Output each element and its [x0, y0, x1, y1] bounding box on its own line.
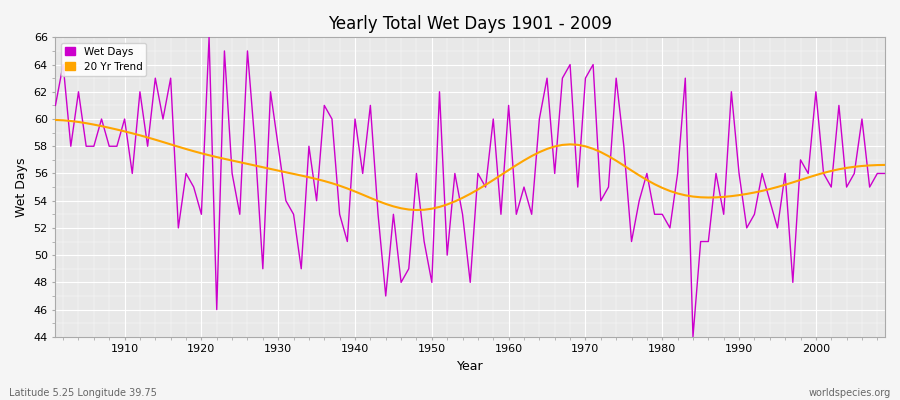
Text: worldspecies.org: worldspecies.org [809, 388, 891, 398]
Legend: Wet Days, 20 Yr Trend: Wet Days, 20 Yr Trend [60, 42, 147, 76]
Y-axis label: Wet Days: Wet Days [15, 157, 28, 217]
Text: Latitude 5.25 Longitude 39.75: Latitude 5.25 Longitude 39.75 [9, 388, 157, 398]
X-axis label: Year: Year [457, 360, 483, 373]
Title: Yearly Total Wet Days 1901 - 2009: Yearly Total Wet Days 1901 - 2009 [328, 15, 612, 33]
